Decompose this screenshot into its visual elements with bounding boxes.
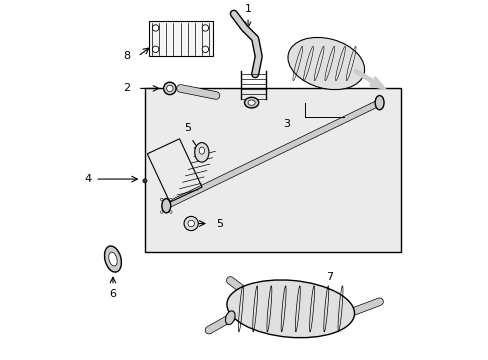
Text: 8: 8 (123, 51, 130, 62)
Ellipse shape (194, 143, 208, 162)
Ellipse shape (108, 252, 117, 266)
Ellipse shape (202, 46, 208, 53)
Bar (144, 89, 400, 252)
Ellipse shape (166, 85, 173, 91)
Ellipse shape (183, 216, 198, 231)
Text: 7: 7 (325, 272, 333, 282)
Text: 5: 5 (216, 219, 223, 229)
Ellipse shape (160, 198, 163, 201)
Ellipse shape (247, 100, 255, 105)
Text: 2: 2 (123, 84, 130, 93)
Ellipse shape (287, 37, 364, 90)
Bar (148, 21, 212, 57)
Ellipse shape (152, 25, 159, 31)
Ellipse shape (162, 199, 170, 213)
Ellipse shape (169, 211, 172, 213)
Ellipse shape (160, 211, 163, 213)
Ellipse shape (142, 179, 147, 183)
Ellipse shape (152, 46, 159, 53)
Ellipse shape (169, 198, 172, 201)
Ellipse shape (202, 25, 208, 31)
FancyArrow shape (353, 69, 386, 90)
Ellipse shape (374, 95, 383, 110)
Ellipse shape (163, 82, 176, 95)
Ellipse shape (226, 280, 354, 338)
Ellipse shape (104, 246, 121, 272)
Ellipse shape (244, 97, 258, 108)
Bar (147, 139, 202, 202)
Ellipse shape (187, 220, 194, 227)
Text: 4: 4 (84, 174, 91, 184)
Text: 3: 3 (283, 119, 290, 129)
Text: 5: 5 (184, 123, 191, 133)
Ellipse shape (225, 311, 235, 325)
Text: 6: 6 (109, 289, 116, 299)
Text: 1: 1 (244, 4, 251, 14)
Ellipse shape (199, 147, 204, 154)
